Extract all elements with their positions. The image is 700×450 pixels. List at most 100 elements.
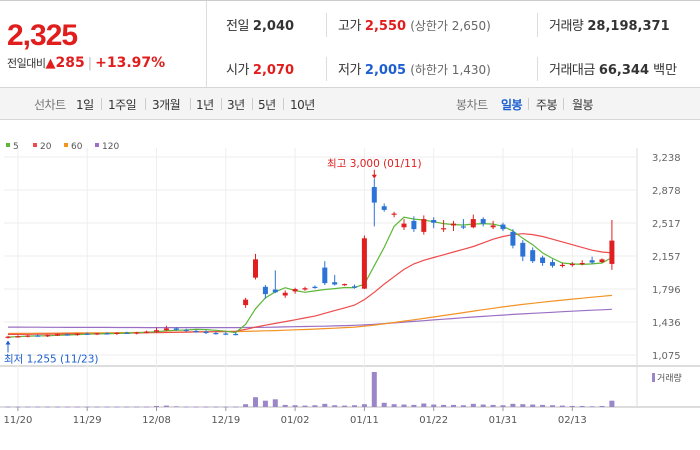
candle-body bbox=[559, 264, 565, 267]
candle-body bbox=[144, 331, 150, 333]
candle-body bbox=[391, 213, 397, 215]
trade-value-value: 66,344 bbox=[598, 63, 650, 78]
candle-body bbox=[35, 335, 41, 337]
candlesticks bbox=[5, 178, 615, 339]
volume-bar bbox=[302, 405, 308, 407]
volume-bar bbox=[124, 406, 130, 408]
ma-legend-label: 5 bbox=[13, 142, 19, 152]
candle-body bbox=[431, 219, 437, 223]
toolbar-separator bbox=[190, 98, 191, 110]
period-monthly[interactable]: 월봉 bbox=[572, 98, 594, 112]
prev-close-label: 전일 bbox=[226, 19, 249, 34]
period-3m[interactable]: 3개월 bbox=[152, 98, 181, 112]
candle-body bbox=[451, 223, 456, 226]
divider bbox=[326, 57, 327, 81]
candle-body bbox=[203, 331, 209, 334]
volume-bar bbox=[322, 403, 328, 407]
volume-bar bbox=[401, 404, 407, 407]
volume-bar bbox=[262, 400, 268, 407]
volume-bar bbox=[154, 405, 159, 407]
up-triangle-icon: ▲ bbox=[45, 56, 56, 71]
candle-body bbox=[302, 288, 308, 290]
candle-body bbox=[223, 333, 229, 335]
volume-legend-label: 거래량 bbox=[657, 372, 682, 384]
period-1d[interactable]: 1일 bbox=[76, 98, 94, 112]
candle-body bbox=[530, 250, 536, 262]
period-daily[interactable]: 일봉 bbox=[501, 98, 523, 112]
volume-bar bbox=[451, 404, 456, 407]
toolbar-separator bbox=[563, 98, 564, 110]
candle-body bbox=[262, 286, 268, 295]
current-price-box: 2,325 전일대비▲285 | +13.97% bbox=[0, 1, 207, 89]
x-tick-label: 02/13 bbox=[558, 415, 587, 426]
price-summary: 2,325 전일대비▲285 | +13.97% 전일 2,040 고가 2,550 (… bbox=[0, 0, 700, 89]
volume-bar bbox=[540, 404, 546, 407]
candle-body bbox=[460, 226, 466, 228]
volume-bars: 거래량 bbox=[5, 372, 682, 408]
trade-value-unit: 백만 bbox=[653, 63, 678, 78]
candle-body bbox=[45, 335, 51, 337]
volume-bar bbox=[579, 405, 585, 407]
period-weekly[interactable]: 주봉 bbox=[536, 98, 558, 112]
trade-value-stat: 거래대금 66,344 백만 bbox=[549, 59, 677, 79]
candle-body bbox=[579, 263, 585, 265]
y-tick-label: 2,157 bbox=[652, 252, 681, 263]
candle-body bbox=[84, 333, 90, 335]
candle-body bbox=[342, 284, 348, 286]
volume-bar bbox=[5, 406, 11, 408]
volume-bar bbox=[520, 404, 526, 407]
candle-body bbox=[312, 286, 318, 289]
ma-legend-label: 60 bbox=[71, 142, 83, 152]
candle-body bbox=[381, 206, 387, 210]
volume-bar bbox=[391, 404, 397, 407]
ma-legend: 5 20 60 120 bbox=[6, 142, 119, 152]
low-label: 저가 bbox=[338, 63, 361, 78]
lower-limit: (하한가 1,430) bbox=[410, 63, 491, 77]
candle-body bbox=[609, 240, 615, 264]
candle-body bbox=[500, 224, 506, 230]
candle-body bbox=[124, 332, 130, 334]
ma-legend-label: 20 bbox=[40, 142, 52, 152]
price-chart[interactable]: 5 20 60 120 거래량 3,238 2,878 2,517 2,157 1,796 1,… bbox=[0, 120, 700, 450]
ma-legend-swatch bbox=[33, 143, 37, 147]
chart-annotations: 최고 3,000 (01/11) 최저 1,255 (11/23) bbox=[4, 158, 422, 366]
volume-bar bbox=[381, 402, 387, 407]
high-annotation: 최고 3,000 (01/11) bbox=[327, 158, 422, 170]
ma-legend-swatch bbox=[64, 143, 68, 147]
high-arrow-head bbox=[371, 174, 377, 179]
volume-bar bbox=[203, 406, 209, 408]
volume-bar bbox=[282, 404, 288, 407]
period-1w[interactable]: 1주일 bbox=[108, 98, 137, 112]
y-tick-label: 1,075 bbox=[652, 351, 681, 362]
high-stat: 고가 2,550 (상한가 2,650) bbox=[338, 15, 491, 35]
candle-body bbox=[371, 187, 377, 203]
volume-bar bbox=[25, 406, 31, 408]
candle-body bbox=[15, 336, 21, 338]
candle-body bbox=[55, 334, 60, 336]
volume-label: 거래량 bbox=[549, 19, 584, 34]
toolbar-separator bbox=[145, 98, 146, 110]
toolbar-separator bbox=[252, 98, 253, 110]
period-toolbar: 선차트 1일 1주일 3개월 1년 3년 5년 10년 봉차트 일봉 주봉 월봉 bbox=[0, 88, 700, 120]
ma-line-120 bbox=[8, 308, 612, 329]
period-1y[interactable]: 1년 bbox=[196, 98, 214, 112]
ma-legend-label: 120 bbox=[102, 142, 119, 152]
volume-bar bbox=[361, 404, 367, 407]
candle-body bbox=[569, 263, 575, 266]
volume-bar bbox=[352, 405, 357, 407]
volume-bar bbox=[490, 404, 496, 407]
period-10y[interactable]: 10년 bbox=[290, 98, 315, 112]
ma-legend-swatch bbox=[6, 143, 10, 147]
candle-body bbox=[421, 219, 427, 232]
volume-bar bbox=[550, 405, 555, 407]
candle-body bbox=[25, 335, 31, 337]
volume-bar bbox=[342, 405, 348, 407]
candle-body bbox=[599, 259, 605, 263]
chart-axes: 3,238 2,878 2,517 2,157 1,796 1,436 1,075 11/20… bbox=[3, 153, 680, 426]
volume-bar bbox=[292, 405, 298, 407]
period-5y[interactable]: 5년 bbox=[258, 98, 276, 112]
toolbar-separator bbox=[283, 98, 284, 110]
volume-bar bbox=[470, 403, 476, 407]
candle-body bbox=[520, 242, 526, 257]
period-3y[interactable]: 3년 bbox=[227, 98, 245, 112]
